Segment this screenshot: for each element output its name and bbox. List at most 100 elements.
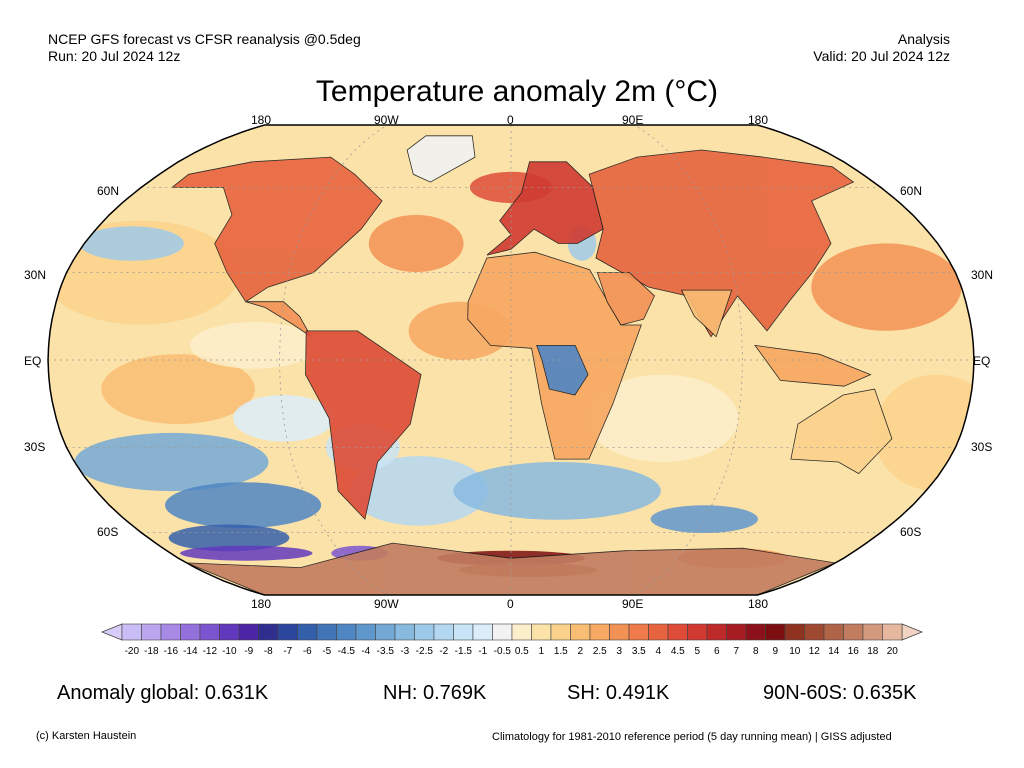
colorbar-swatch	[687, 623, 708, 641]
lat-label-left-5: 60S	[97, 525, 119, 539]
colorbar-swatch	[180, 623, 201, 641]
colorbar-tick-label: -8	[263, 646, 273, 657]
run-time: Run: 20 Jul 2024 12z	[48, 48, 181, 64]
colorbar-swatch	[667, 623, 688, 641]
lon-label-top-2: 90W	[374, 113, 399, 127]
australia-landmass	[790, 388, 893, 475]
map-title: Temperature anomaly 2m (°C)	[315, 75, 719, 108]
colorbar-swatch	[199, 623, 220, 641]
meridian-line	[633, 125, 743, 595]
anomaly-patch	[79, 226, 184, 261]
colorbar-tick-label: 12	[808, 646, 820, 657]
colorbar-tick-label: 14	[828, 646, 840, 657]
colorbar-swatch	[433, 623, 454, 641]
nh-anomaly: NH: 0.769K	[383, 682, 487, 704]
colorbar-swatch	[843, 623, 864, 641]
lat-label-right-4: 30S	[971, 440, 993, 454]
colorbar-swatch	[258, 623, 279, 641]
lon-label-bottom-4: 90E	[622, 597, 644, 611]
colorbar-tick-label: 2.5	[592, 646, 607, 657]
colorbar-swatch	[297, 623, 318, 641]
colorbar-swatch	[882, 623, 903, 641]
colorbar-tick-label: -1.5	[454, 646, 472, 657]
colorbar-tick-label: -6	[302, 646, 312, 657]
lon-label-bottom-5: 180	[748, 597, 769, 611]
lon-label-top-5: 180	[748, 113, 769, 127]
colorbar-tick-label: 3.5	[631, 646, 646, 657]
colorbar-swatch	[355, 623, 376, 641]
lon-label-bottom-3: 0	[507, 597, 514, 611]
colorbar-swatch	[511, 623, 532, 641]
colorbar-swatch	[394, 623, 415, 641]
colorbar-swatch	[277, 623, 298, 641]
colorbar-tick-label: 10	[789, 646, 801, 657]
anomaly-patch	[368, 214, 464, 273]
colorbar-swatch	[121, 623, 142, 641]
meridian-line	[279, 125, 389, 595]
anomaly-patch	[189, 322, 319, 369]
colorbar-tick-label: -0.5	[493, 646, 511, 657]
colorbar-tick-label: -18	[144, 646, 159, 657]
anomaly-patch	[453, 462, 661, 520]
90n-60s-anomaly: 90N-60S: 0.635K	[763, 682, 917, 704]
india-landmass	[680, 289, 733, 338]
anomaly-patch	[168, 524, 290, 552]
colorbar-tick-label: -7	[283, 646, 293, 657]
lat-label-left-1: 60N	[97, 184, 120, 198]
lon-label-top-4: 90E	[622, 113, 644, 127]
greenland-landmass	[406, 135, 476, 183]
colorbar-tick-label: 1.5	[553, 646, 568, 657]
colorbar-tick-label: -4.5	[337, 646, 355, 657]
south-america-landmass	[305, 330, 422, 520]
lat-label-right-1: 60N	[900, 184, 923, 198]
lat-label-left-2: 30N	[24, 268, 47, 282]
anomaly-patch	[101, 354, 255, 425]
anomaly-patch	[586, 374, 739, 462]
arabia-landmass	[596, 272, 655, 326]
map-field	[48, 125, 974, 595]
model-description: NCEP GFS forecast vs CFSR reanalysis @0.…	[48, 31, 361, 47]
colorbar-swatch	[862, 623, 883, 641]
colorbar-tick-label: 0.5	[514, 646, 529, 657]
colorbar-tick-label: 6	[714, 646, 720, 657]
analysis-label: Analysis	[897, 31, 950, 47]
colorbar-tick-label: -20	[124, 646, 140, 657]
sh-anomaly: SH: 0.491K	[567, 682, 670, 704]
lon-label-bottom-2: 90W	[374, 597, 399, 611]
colorbar-swatch	[589, 623, 610, 641]
colorbar-tick-label: 3	[616, 646, 623, 657]
colorbar-tick-label: -16	[163, 646, 179, 657]
colorbar-tick-label: -12	[202, 646, 218, 657]
colorbar-swatch	[238, 623, 259, 641]
anomaly-patch	[165, 482, 322, 528]
colorbar-swatch	[472, 623, 493, 641]
colorbar-tick-label: 8	[753, 646, 759, 657]
colorbar-swatch	[609, 623, 630, 641]
colorbar-tick-label: -9	[244, 646, 254, 657]
colorbar-tick-label: 16	[847, 646, 859, 657]
colorbar-swatch	[375, 623, 396, 641]
colorbar-swatch	[336, 623, 357, 641]
colorbar-max-arrow	[901, 623, 924, 641]
anomaly-field	[48, 171, 974, 578]
credit: (c) Karsten Haustein	[36, 730, 137, 742]
lon-label-bottom-1: 180	[251, 597, 272, 611]
colorbar-swatch	[414, 623, 435, 641]
colorbar-tick-label: -4	[361, 646, 371, 657]
anomaly-patch	[74, 432, 269, 492]
graticule	[48, 125, 974, 595]
anomaly-patch	[811, 243, 962, 331]
temperature-anomaly-map	[47, 124, 975, 596]
lon-label-top-3: 0	[507, 113, 514, 127]
valid-time: Valid: 20 Jul 2024 12z	[813, 48, 950, 64]
anomaly-patch	[650, 505, 758, 533]
colorbar-swatch	[823, 623, 844, 641]
colorbar-swatch	[492, 623, 513, 641]
colorbar-swatch	[765, 623, 786, 641]
anomaly-patch	[873, 374, 974, 492]
colorbar-tick-label: -3	[400, 646, 410, 657]
colorbar-swatch	[160, 623, 181, 641]
map-border	[47, 124, 975, 596]
colorbar-swatch	[745, 623, 766, 641]
colorbar-swatch	[706, 623, 727, 641]
